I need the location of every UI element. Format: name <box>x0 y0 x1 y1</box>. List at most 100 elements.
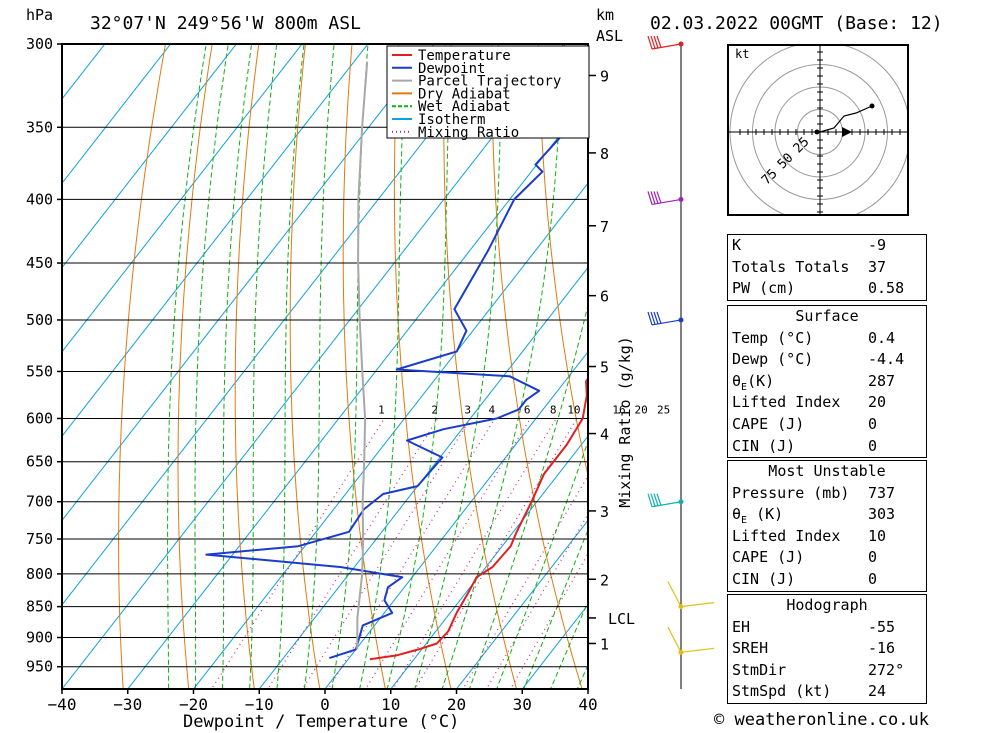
footer-credit[interactable]: © weatheronline.co.uk <box>714 710 929 730</box>
mixing-ratio-line <box>364 418 531 689</box>
wind-barb-feather <box>650 493 656 507</box>
wind-barb-staff <box>651 501 682 508</box>
pressure-tick-label: 750 <box>26 530 53 548</box>
wet-adiabat-line <box>249 44 278 689</box>
sreh-row: SREH -16 <box>732 639 896 658</box>
wind-barb-feather <box>653 35 659 49</box>
most-unstable-title: Most Unstable <box>768 462 886 480</box>
parcel-trajectory-series-line <box>356 61 369 650</box>
stmdir-row: StmDir 272° <box>732 660 905 679</box>
mixing-ratio-label: 1 <box>378 403 385 416</box>
dry-adiabat-line <box>118 44 167 689</box>
isotherm-line <box>192 182 588 689</box>
lcl-label: LCL <box>608 610 635 628</box>
x-tick-label: 10 <box>381 695 400 714</box>
km-tick-label: 7 <box>600 218 609 236</box>
isotherm-line <box>0 0 116 721</box>
wind-barb-feather <box>647 311 653 326</box>
hodograph-end-point <box>869 103 875 109</box>
mixing-ratio-line <box>509 552 588 689</box>
surface-panel: Surface Temp (°C) 0.4 Dewp (°C) -4.4 θE(K)… <box>727 305 927 459</box>
pressure-tick-label: 450 <box>26 254 53 272</box>
surface-title: Surface <box>795 307 859 325</box>
km-tick-label: 6 <box>600 288 609 306</box>
k-index-row: K -9 <box>732 236 887 254</box>
x-tick-label: 40 <box>578 695 597 714</box>
km-tick-label: 9 <box>600 67 609 85</box>
wet-adiabat-line <box>303 44 335 689</box>
pressure-tick-label: 500 <box>26 311 53 329</box>
mixing-ratio-label: 20 <box>635 403 648 416</box>
wet-adiabat-line <box>276 44 305 689</box>
mixing-ratio-line <box>462 474 588 689</box>
wind-barb-feather <box>680 647 715 653</box>
surface-cin-row: CIN (J) 0 <box>732 436 878 455</box>
wind-barb-feather <box>656 311 662 324</box>
datetime-title: 02.03.2022 00GMT (Base: 12) <box>650 13 943 34</box>
wind-barb-feather <box>680 602 715 608</box>
wind-barb-feather <box>650 191 656 205</box>
isotherm-line <box>62 44 303 353</box>
hodograph-ring-label: 50 <box>775 151 797 173</box>
mixing-ratio-axis-title: Mixing Ratio (g/kg) <box>616 336 634 508</box>
km-tick-label: 8 <box>600 145 609 163</box>
x-axis-title: Dewpoint / Temperature (°C) <box>183 712 459 732</box>
isotherm-line <box>127 98 588 689</box>
surface-theta-e-row: θE(K) 287 <box>732 371 896 393</box>
km-unit-label: km <box>596 6 614 24</box>
isotherm-line <box>390 435 588 689</box>
wet-adiabat-line <box>221 44 253 689</box>
mu-cape-row: CAPE (J) 0 <box>732 548 878 567</box>
wind-barb-staff <box>667 627 682 653</box>
x-tick-label: 0 <box>320 695 330 714</box>
pressure-tick-label: 950 <box>26 658 53 676</box>
temperature-series-line <box>369 376 588 661</box>
pressure-tick-label: 300 <box>26 35 53 53</box>
wind-barb-staff <box>651 319 682 326</box>
wind-barb-feather <box>650 35 656 49</box>
mu-theta-e-row: θE (K) 303 <box>732 505 896 527</box>
wind-barb-feather <box>656 191 662 204</box>
km-tick-label: 3 <box>600 503 609 521</box>
dry-adiabat-line <box>177 44 213 689</box>
wind-barb-staff <box>651 43 682 50</box>
legend-label: Parcel Trajectory <box>418 74 561 90</box>
isotherm-line <box>324 350 588 689</box>
x-tick-label: −30 <box>113 695 142 714</box>
wind-barb-feather <box>656 35 662 48</box>
pressure-tick-label: 400 <box>26 190 53 208</box>
isotherm-line <box>258 266 588 689</box>
most-unstable-panel: Most Unstable Pressure (mb) 737 θE (K) 303… <box>727 460 927 592</box>
indices-panel: K -9 Totals Totals 37 PW (cm) 0.58 <box>727 234 927 301</box>
surface-li-row: Lifted Index 20 <box>732 393 887 412</box>
stmspd-row: StmSpd (kt) 24 <box>732 682 887 701</box>
wind-barb-feather <box>656 493 662 506</box>
x-tick-label: 20 <box>447 695 466 714</box>
wind-barb-staff <box>651 198 682 206</box>
mu-li-row: Lifted Index 10 <box>732 526 887 545</box>
location-title: 32°07'N 249°56'W 800m ASL <box>90 13 361 34</box>
hodograph-box: 25 50 75 kt <box>727 41 911 223</box>
isotherm-line <box>62 44 172 185</box>
x-tick-label: −40 <box>48 695 77 714</box>
mixing-ratio-label: 2 <box>431 403 438 416</box>
totals-totals-row: Totals Totals 37 <box>732 257 887 276</box>
hodograph-stats-title: Hodograph <box>786 596 868 614</box>
asl-unit-label: ASL <box>596 27 623 45</box>
legend-label: Temperature <box>418 48 511 64</box>
mu-cin-row: CIN (J) 0 <box>732 569 878 588</box>
dry-adiabat-line <box>937 0 1000 721</box>
wind-barb-feather <box>650 311 656 325</box>
mixing-ratio-label: 8 <box>550 403 557 416</box>
hodograph-ring-label: 25 <box>791 135 813 157</box>
hpa-unit-label: hPa <box>26 6 53 24</box>
legend-label: Dry Adiabat <box>418 86 511 102</box>
mixing-ratio-line <box>327 418 496 689</box>
pressure-tick-label: 650 <box>26 453 53 471</box>
storm-motion-arrow <box>842 127 852 137</box>
hodograph-origin-point <box>814 129 820 135</box>
mixing-ratio-label: 4 <box>489 403 496 416</box>
mixing-ratio-line <box>485 512 588 689</box>
